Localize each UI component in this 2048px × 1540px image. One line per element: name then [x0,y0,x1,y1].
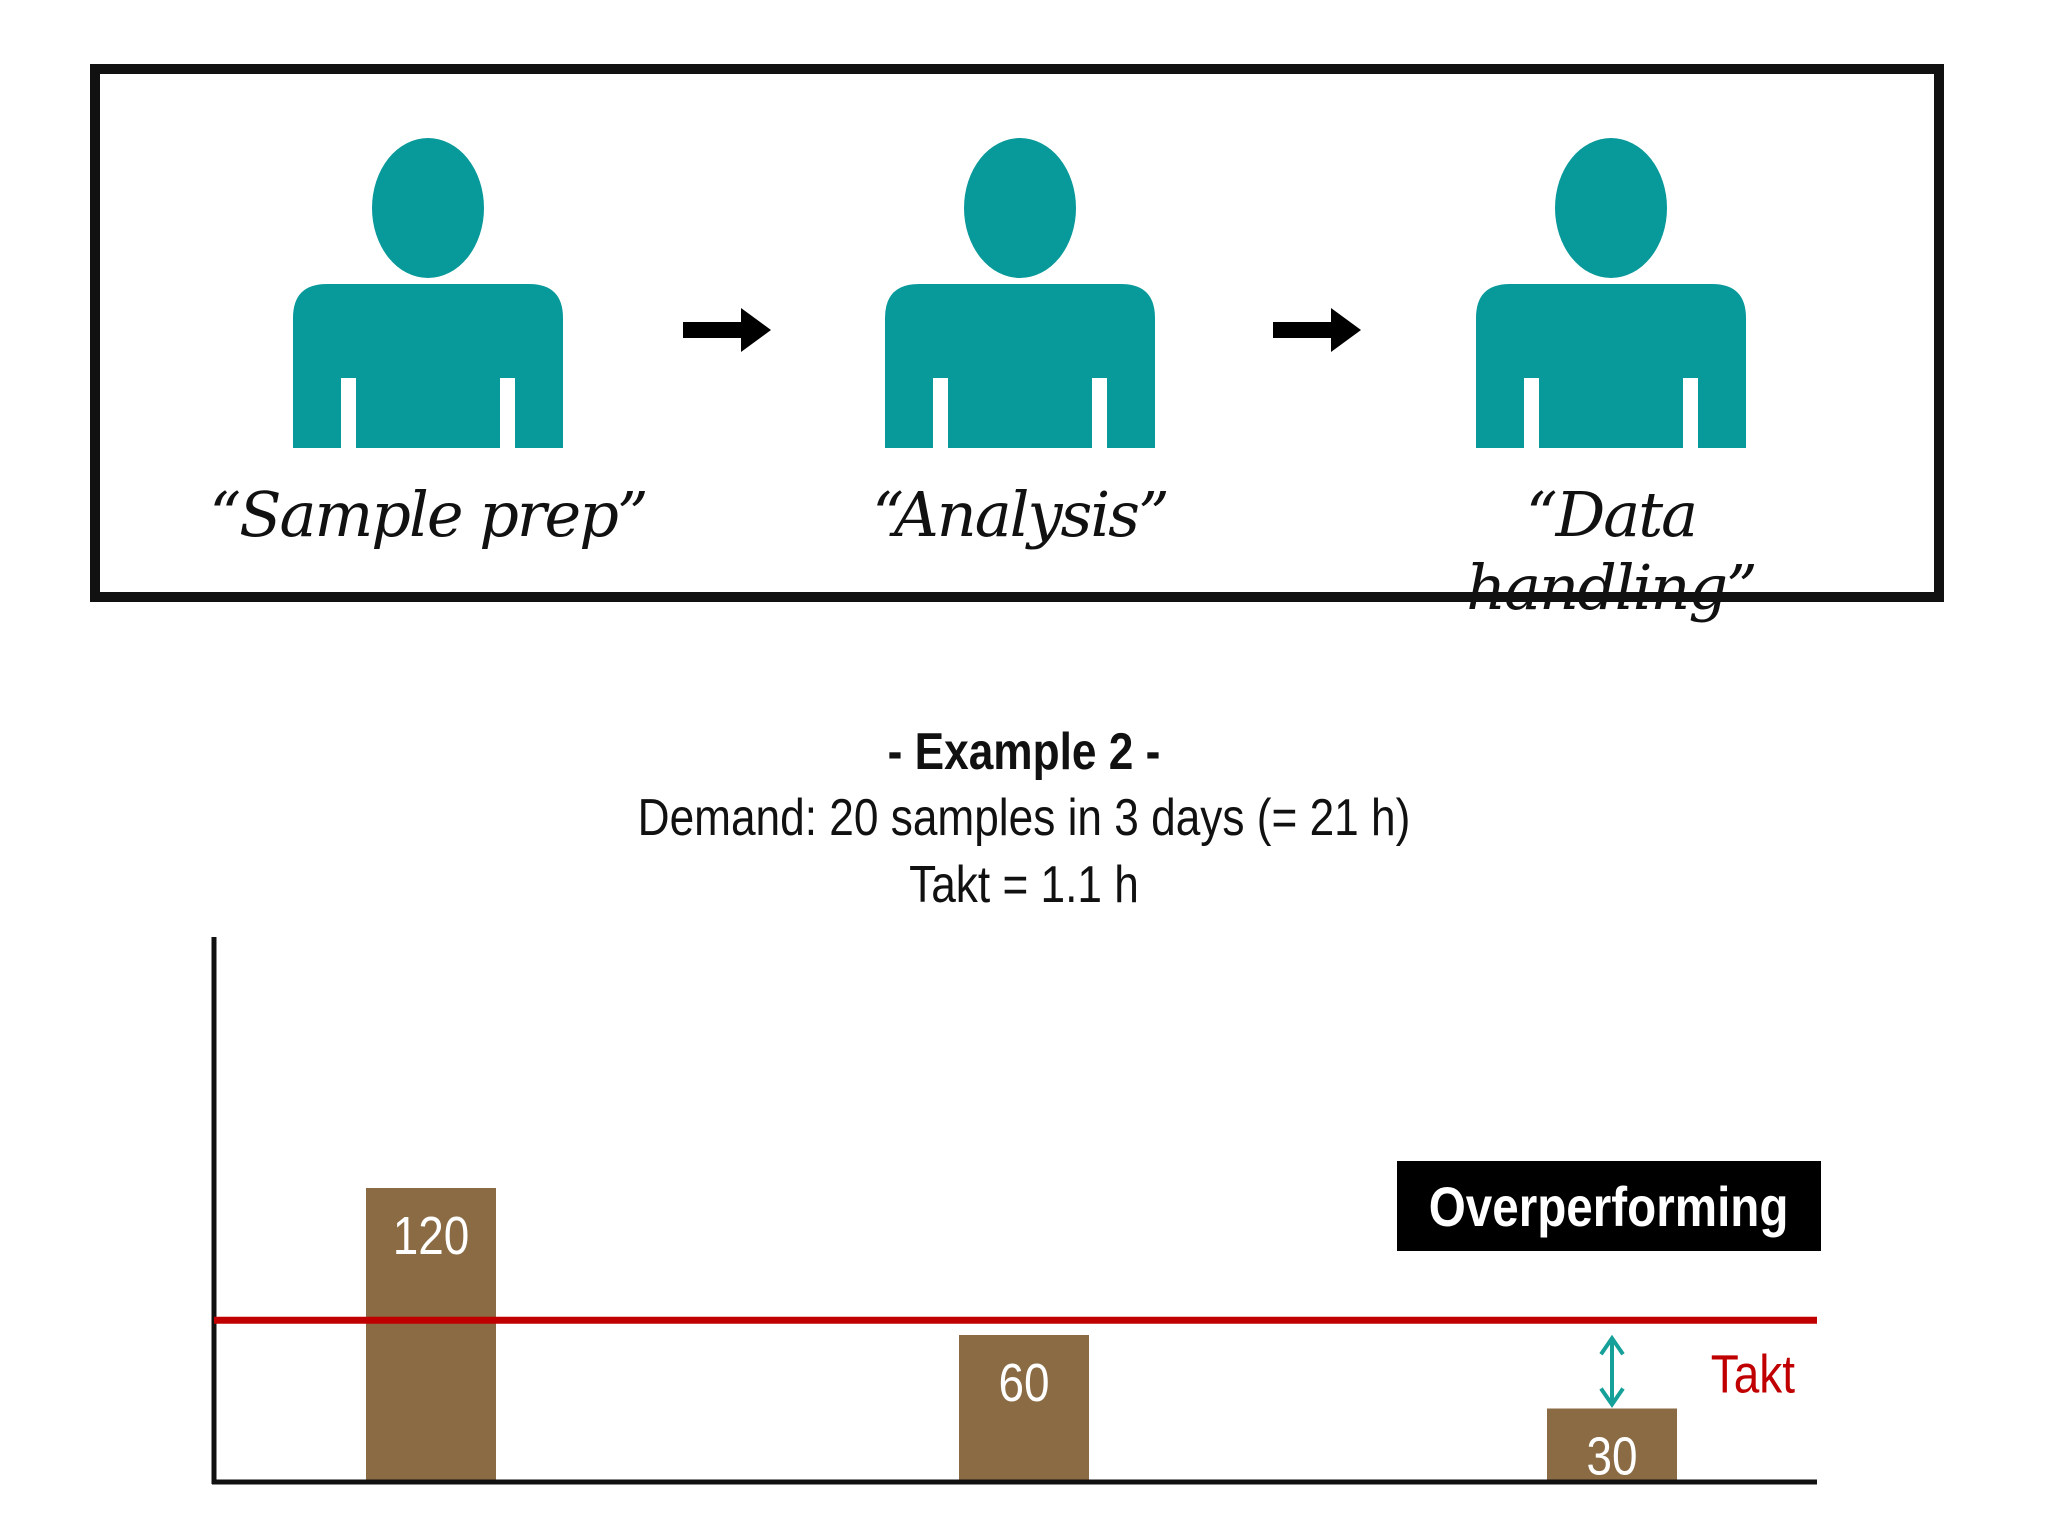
gap-arrow-head-down [1599,1387,1625,1409]
overperforming-badge: Overperforming [1397,1161,1821,1251]
person-icon [885,138,1155,448]
takt-text: Takt = 1.1 h [909,856,1139,914]
bar-value-label: 30 [1586,1426,1637,1486]
person-icon [1476,138,1746,448]
right-arrow-icon [683,308,771,352]
right-arrow-icon [1273,308,1361,352]
gap-arrow-head-up [1599,1334,1625,1356]
bar [959,1335,1089,1482]
bar-value-label: 60 [998,1353,1049,1413]
example-heading: - Example 2 - [887,723,1161,781]
step-label-sample-prep: “Sample prep” [209,478,648,551]
step-label-data-handling: “Data handling” [1466,478,1758,624]
person-icon [293,138,563,448]
takt-line-label: Takt [1711,1344,1795,1404]
bar [366,1188,496,1482]
badge-label: Overperforming [1429,1174,1789,1238]
bar [1547,1408,1677,1482]
step-label-analysis: “Analysis” [872,478,1169,551]
demand-text: Demand: 20 samples in 3 days (= 21 h) [637,789,1411,847]
bar-value-label: 120 [393,1206,470,1266]
